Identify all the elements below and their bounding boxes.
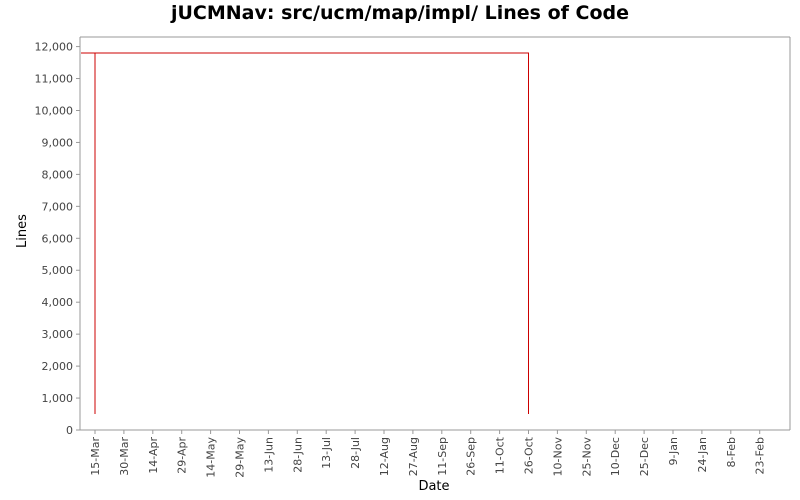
x-tick-label: 12-Aug bbox=[378, 437, 391, 476]
x-tick-label: 10-Nov bbox=[551, 437, 564, 477]
y-tick-label: 3,000 bbox=[42, 328, 74, 341]
x-tick-label: 29-Apr bbox=[176, 437, 189, 474]
x-tick-label: 28-Jul bbox=[349, 437, 362, 469]
series-line bbox=[81, 52, 529, 414]
x-tick-label: 11-Oct bbox=[494, 436, 507, 474]
series-group bbox=[81, 52, 529, 414]
x-tick-label: 13-Jul bbox=[320, 437, 333, 469]
x-axis-title: Date bbox=[418, 479, 449, 494]
x-tick-label: 8-Feb bbox=[725, 437, 738, 467]
chart-title: jUCMNav: src/ucm/map/impl/ Lines of Code bbox=[170, 2, 630, 24]
x-tick-label: 15-Mar bbox=[89, 437, 102, 476]
x-tick-label: 14-May bbox=[205, 437, 218, 478]
x-tick-label: 9-Jan bbox=[667, 437, 680, 466]
x-tick-label: 11-Sep bbox=[436, 437, 449, 476]
y-tick-label: 12,000 bbox=[35, 41, 74, 54]
x-tick-label: 25-Dec bbox=[638, 437, 651, 476]
y-tick-label: 7,000 bbox=[42, 200, 74, 213]
y-tick-label: 4,000 bbox=[42, 296, 74, 309]
x-axis-ticks: 15-Mar 30-Mar 14-Apr 29-Apr 14-May 29-May 13-J… bbox=[89, 430, 767, 478]
y-tick-label: 1,000 bbox=[42, 392, 74, 405]
y-tick-label: 0 bbox=[66, 424, 73, 437]
y-tick-label: 11,000 bbox=[35, 73, 74, 86]
x-tick-label: 13-Jun bbox=[262, 437, 275, 473]
y-tick-label: 2,000 bbox=[42, 360, 74, 373]
x-tick-label: 27-Aug bbox=[407, 437, 420, 476]
x-tick-label: 29-May bbox=[234, 437, 247, 478]
x-tick-label: 14-Apr bbox=[147, 437, 160, 474]
y-tick-label: 6,000 bbox=[42, 232, 74, 245]
x-tick-label: 24-Jan bbox=[696, 437, 709, 473]
x-tick-label: 25-Nov bbox=[580, 437, 593, 477]
x-tick-label: 10-Dec bbox=[609, 437, 622, 476]
y-tick-label: 9,000 bbox=[42, 136, 74, 149]
y-axis-ticks: 0 1,000 2,000 3,000 4,000 5,000 6,000 7,000 8,00… bbox=[35, 41, 80, 437]
x-tick-label: 26-Oct bbox=[523, 436, 536, 474]
x-tick-label: 28-Jun bbox=[291, 437, 304, 473]
x-tick-label: 23-Feb bbox=[754, 437, 767, 474]
y-tick-label: 8,000 bbox=[42, 168, 74, 181]
y-axis-title: Lines bbox=[15, 214, 30, 248]
x-tick-label: 30-Mar bbox=[118, 437, 131, 476]
y-tick-label: 5,000 bbox=[42, 264, 74, 277]
y-tick-label: 10,000 bbox=[35, 104, 74, 117]
x-tick-label: 26-Sep bbox=[465, 437, 478, 476]
